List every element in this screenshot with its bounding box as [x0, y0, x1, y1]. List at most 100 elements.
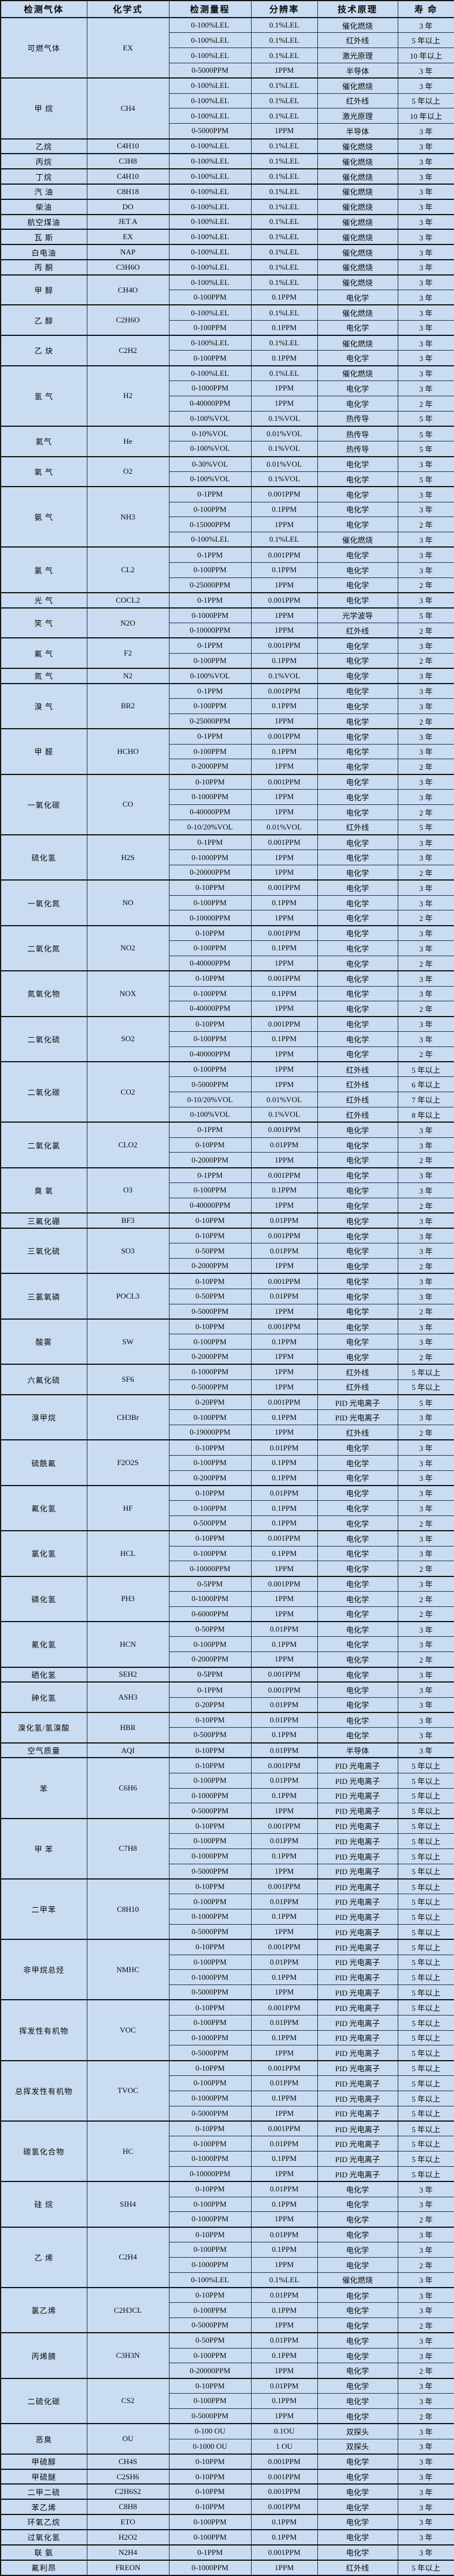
life-cell: 3 年: [397, 198, 454, 215]
table-row: 0-2000PPM 1PPM 电化学 2 年: [1, 1651, 454, 1668]
life-cell: 3 年: [397, 2377, 454, 2394]
formula-cell: VOC: [86, 1999, 170, 2061]
resolution-cell: 0.001PPM: [250, 682, 318, 699]
range-cell: 0-50PPM: [168, 2332, 252, 2349]
range-cell: 0-1PPM: [168, 682, 252, 699]
life-cell: 3 年: [397, 229, 454, 245]
formula-cell: SO2: [86, 1015, 170, 1062]
range-cell: 0-5000PPM: [168, 1863, 252, 1880]
resolution-cell: 0.01PPM: [250, 2075, 318, 2091]
resolution-cell: 0.001PPM: [250, 1666, 318, 1683]
principle-cell: 电化学: [317, 653, 398, 669]
gas-cell: 氨 气: [0, 486, 87, 548]
table-row: 0-2000PPM 1PPM 电化学 2 年: [1, 1349, 454, 1365]
table-row: 联 氨 N2H4 0-1PPM 0.001PPM 电化学 3 年: [0, 2544, 454, 2560]
resolution-cell: 0.1%LEL: [250, 77, 318, 94]
life-cell: 3 年: [397, 290, 454, 305]
range-cell: 0-2000PPM: [168, 1651, 252, 1668]
resolution-cell: 0.01PPM: [250, 1712, 318, 1728]
principle-cell: 电化学: [317, 2483, 398, 2500]
principle-cell: 电化学: [317, 1228, 398, 1244]
principle-cell: 电化学: [317, 789, 398, 805]
principle-cell: 电化学: [317, 1122, 398, 1138]
resolution-cell: 1PPM: [250, 607, 318, 623]
principle-cell: 电化学: [317, 1484, 398, 1501]
gas-cell: 白电油: [0, 244, 87, 260]
range-cell: 0-100%LEL: [168, 93, 252, 109]
range-cell: 0-10PPM: [168, 1742, 252, 1758]
table-row: 0-50PPM 0.01PPM 电化学 3 年: [1, 1243, 454, 1259]
principle-cell: 电化学: [317, 713, 398, 729]
table-row: 0-5000PPM 1PPM PID 光电离子 5 年以上: [1, 2105, 454, 2122]
resolution-cell: 1 OU: [250, 2438, 318, 2455]
life-cell: 2 年: [397, 955, 454, 971]
range-cell: 0-10PPM: [168, 1939, 252, 1955]
life-cell: 3 年: [397, 2423, 454, 2439]
table-row: 0-10000PPM 1PPM 红外线 2 年: [1, 623, 454, 638]
gas-cell: 甲 醛: [0, 728, 87, 775]
formula-cell: C2SH6: [86, 2468, 170, 2485]
principle-cell: 电化学: [317, 1454, 398, 1471]
resolution-cell: 0.1%LEL: [250, 183, 318, 200]
table-row: 甲 醇 CH4O 0-100%LEL 0.1%LEL 催化燃烧 3 年: [0, 274, 454, 305]
life-cell: 3 年: [397, 1530, 454, 1547]
table-row: 二氧化硫 SO2 0-10PPM 0.001PPM 电化学 3 年: [0, 1015, 454, 1062]
range-cell: 0-100%VOL: [168, 471, 252, 487]
range-cell: 0-10PPM: [168, 1530, 252, 1547]
range-cell: 0-5000PPM: [168, 1303, 252, 1320]
life-cell: 3 年: [397, 1439, 454, 1456]
life-cell: 5 年以上: [397, 1757, 454, 1773]
resolution-cell: 0.1PPM: [250, 1500, 318, 1516]
principle-cell: 红外线: [317, 623, 398, 638]
range-cell: 0-10PPM: [168, 1137, 252, 1153]
table-row: 溴化氢/氢溴酸 HBR 0-10PPM 0.01PPM 电化学 3 年: [0, 1712, 454, 1744]
gas-cell: 碳氢化合物: [0, 2120, 87, 2182]
range-cell: 0-10PPM: [168, 1439, 252, 1456]
range-cell: 0-100PPM: [168, 1334, 252, 1350]
range-cell: 0-10PPM: [168, 1817, 252, 1834]
gas-cell: 丁烷: [0, 168, 87, 185]
principle-cell: 电化学: [317, 940, 398, 956]
formula-cell: NOX: [86, 970, 170, 1017]
principle-cell: PID 光电离子: [317, 2105, 398, 2122]
resolution-cell: 0.1%LEL: [250, 365, 318, 381]
gas-cell: 一氧化碳: [0, 773, 87, 835]
formula-cell: SEH2: [86, 1666, 170, 1683]
formula-cell: ASH3: [86, 1681, 170, 1713]
resolution-cell: 1PPM: [250, 2559, 318, 2576]
table-row: 0-100%VOL 0.1%VOL 红外线 8 年以上: [1, 1107, 454, 1123]
formula-cell: F2O2S: [86, 1439, 170, 1486]
table-row: 乙烷 C4H10 0-100%LEL 0.1%LEL 催化燃烧 3 年: [0, 138, 454, 154]
range-cell: 0-100%LEL: [168, 17, 252, 33]
life-cell: 2 年: [397, 1258, 454, 1274]
range-cell: 0-100%LEL: [168, 77, 252, 94]
range-cell: 0-19000PPM: [168, 1425, 252, 1440]
formula-cell: CH4S: [86, 2453, 170, 2470]
life-cell: 3 年: [397, 1636, 454, 1653]
table-row: 0-5000PPM 1PPM PID 光电离子 5 年以上: [1, 1984, 454, 2000]
table-row: 硒化氢 SEH2 0-5PPM 0.001PPM 电化学 3 年: [0, 1666, 454, 1683]
life-cell: 3 年: [397, 667, 454, 684]
principle-cell: 电化学: [317, 577, 398, 593]
resolution-cell: 0.1%LEL: [250, 213, 318, 230]
resolution-cell: 1PPM: [250, 865, 318, 881]
principle-cell: 电化学: [317, 1273, 398, 1289]
life-cell: 3 年: [397, 153, 454, 169]
life-cell: 5 年以上: [397, 1909, 454, 1925]
range-cell: 0-10%VOL: [168, 425, 252, 442]
range-cell: 0-40000PPM: [168, 804, 252, 820]
table-row: 甲 苯 C7H8 0-10PPM 0.001PPM PID 光电离子 5 年以上: [0, 1817, 454, 1880]
range-cell: 0-1000PPM: [168, 1969, 252, 1986]
life-cell: 3 年: [397, 1031, 454, 1047]
table-row: 0-19000PPM 1PPM 红外线 2 年: [1, 1425, 454, 1440]
formula-cell: CLO2: [86, 1122, 170, 1168]
gas-cell: 溴化氢/氢溴酸: [0, 1712, 87, 1744]
formula-cell: C2H2: [86, 335, 170, 366]
principle-cell: 电化学: [317, 2363, 398, 2379]
life-cell: 3 年: [397, 77, 454, 94]
table-row: 0-1000PPM 1PPM 电化学 3 年: [1, 849, 454, 865]
range-cell: 0-100PPM: [168, 1061, 252, 1078]
principle-cell: PID 光电离子: [317, 2075, 398, 2091]
life-cell: 3 年: [397, 456, 454, 472]
gas-cell: 氧 气: [0, 456, 87, 487]
